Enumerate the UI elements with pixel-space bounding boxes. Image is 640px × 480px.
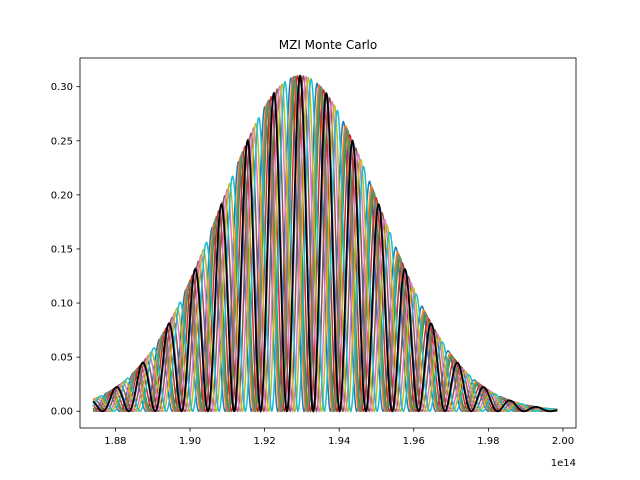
y-tick-label: 0.05 [51,353,73,364]
x-axis: 1.88 1.90 1.92 1.94 1.96 1.98 2.00 [104,428,574,447]
y-tick-label: 0.15 [51,244,73,255]
x-tick-label: 1.90 [179,436,201,447]
x-tick-label: 1.96 [403,436,425,447]
x-offset-label: 1e14 [551,458,576,469]
y-tick-label: 0.00 [51,407,73,418]
chart-title: MZI Monte Carlo [279,38,377,52]
y-axis: 0.00 0.05 0.10 0.15 0.20 0.25 0.30 [51,82,80,418]
x-tick-label: 1.94 [328,436,350,447]
y-tick-label: 0.25 [51,136,73,147]
plot-frame [79,57,577,429]
y-tick-label: 0.20 [51,190,73,201]
series-line [92,76,558,413]
x-tick-label: 1.88 [104,436,126,447]
x-tick-label: 2.00 [552,436,574,447]
x-tick-label: 1.92 [253,436,275,447]
series-layer [92,74,558,413]
x-tick-label: 1.98 [477,436,499,447]
y-tick-label: 0.10 [51,299,73,310]
y-tick-label: 0.30 [51,82,73,93]
series-line [92,75,558,413]
nominal-series-line [92,74,558,413]
series-line [92,78,558,413]
